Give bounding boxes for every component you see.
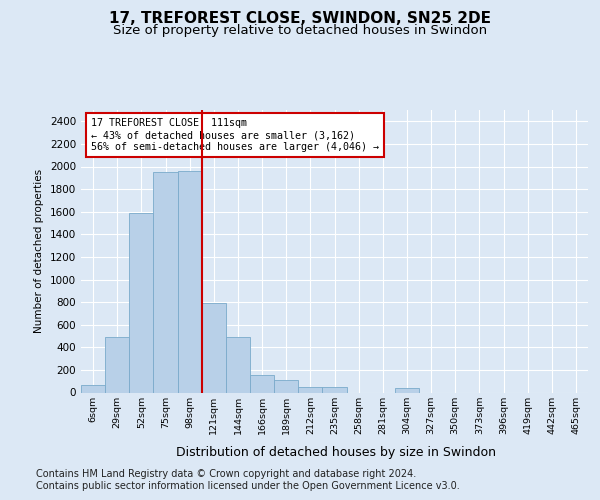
Text: Contains HM Land Registry data © Crown copyright and database right 2024.: Contains HM Land Registry data © Crown c… xyxy=(36,469,416,479)
Text: 17 TREFOREST CLOSE: 111sqm
← 43% of detached houses are smaller (3,162)
56% of s: 17 TREFOREST CLOSE: 111sqm ← 43% of deta… xyxy=(91,118,379,152)
Bar xyxy=(81,385,105,392)
Bar xyxy=(202,303,226,392)
Bar xyxy=(226,337,250,392)
Bar xyxy=(274,380,298,392)
Text: Contains public sector information licensed under the Open Government Licence v3: Contains public sector information licen… xyxy=(36,481,460,491)
Bar xyxy=(105,337,129,392)
Bar xyxy=(178,171,202,392)
Y-axis label: Number of detached properties: Number of detached properties xyxy=(34,169,44,334)
Bar xyxy=(298,387,322,392)
Text: Distribution of detached houses by size in Swindon: Distribution of detached houses by size … xyxy=(176,446,496,459)
Text: 17, TREFOREST CLOSE, SWINDON, SN25 2DE: 17, TREFOREST CLOSE, SWINDON, SN25 2DE xyxy=(109,11,491,26)
Text: Size of property relative to detached houses in Swindon: Size of property relative to detached ho… xyxy=(113,24,487,37)
Bar xyxy=(250,375,274,392)
Bar xyxy=(395,388,419,392)
Bar xyxy=(154,172,178,392)
Bar xyxy=(129,213,154,392)
Bar xyxy=(322,387,347,392)
